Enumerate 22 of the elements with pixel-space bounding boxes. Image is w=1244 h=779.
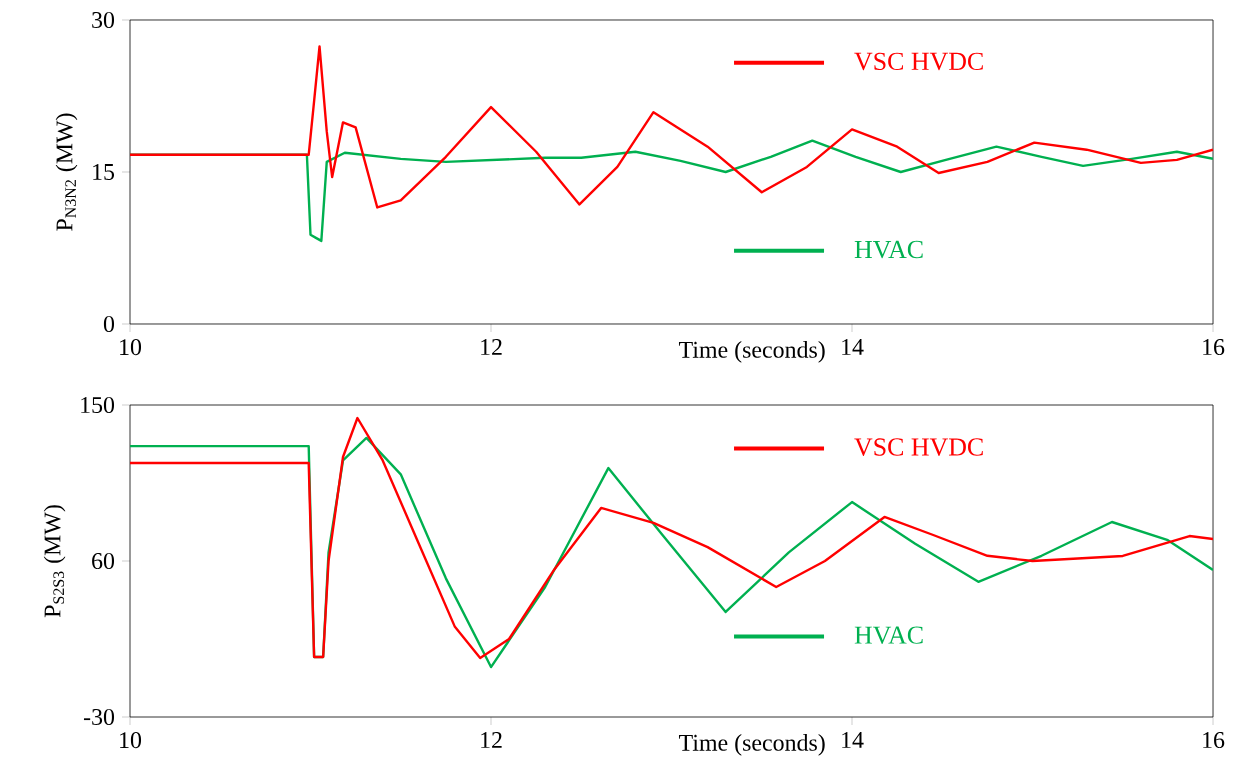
x-axis-title: Time (seconds) bbox=[678, 734, 825, 756]
legend-label: HVAC bbox=[854, 626, 923, 644]
legend-label: HVAC bbox=[854, 240, 923, 259]
x-tick-label: 16 bbox=[1203, 339, 1225, 356]
x-axis-title: Time (seconds) bbox=[678, 341, 825, 363]
x-tick-label: 14 bbox=[842, 732, 864, 748]
legend-label: VSC HVDC bbox=[854, 438, 983, 456]
y-tick-label: 30 bbox=[92, 11, 115, 29]
y-axis-title: P$_{S2S3}$ (MW) bbox=[43, 505, 66, 618]
y-tick-label: -30 bbox=[83, 708, 115, 726]
y-axis-title: P$_{N3N2}$ (MW) bbox=[55, 113, 78, 231]
x-tick-label: 12 bbox=[481, 732, 502, 748]
x-tick-label: 10 bbox=[120, 732, 142, 749]
x-tick-label: 16 bbox=[1203, 732, 1225, 749]
legend-label: VSC HVDC bbox=[854, 52, 983, 71]
y-tick-label: 60 bbox=[92, 552, 115, 570]
x-tick-label: 12 bbox=[481, 339, 502, 355]
y-tick-label: 15 bbox=[93, 163, 115, 180]
y-tick-label: 150 bbox=[81, 396, 115, 414]
y-tick-label: 0 bbox=[103, 315, 115, 333]
x-tick-label: 14 bbox=[842, 339, 864, 355]
x-tick-label: 10 bbox=[120, 339, 142, 356]
